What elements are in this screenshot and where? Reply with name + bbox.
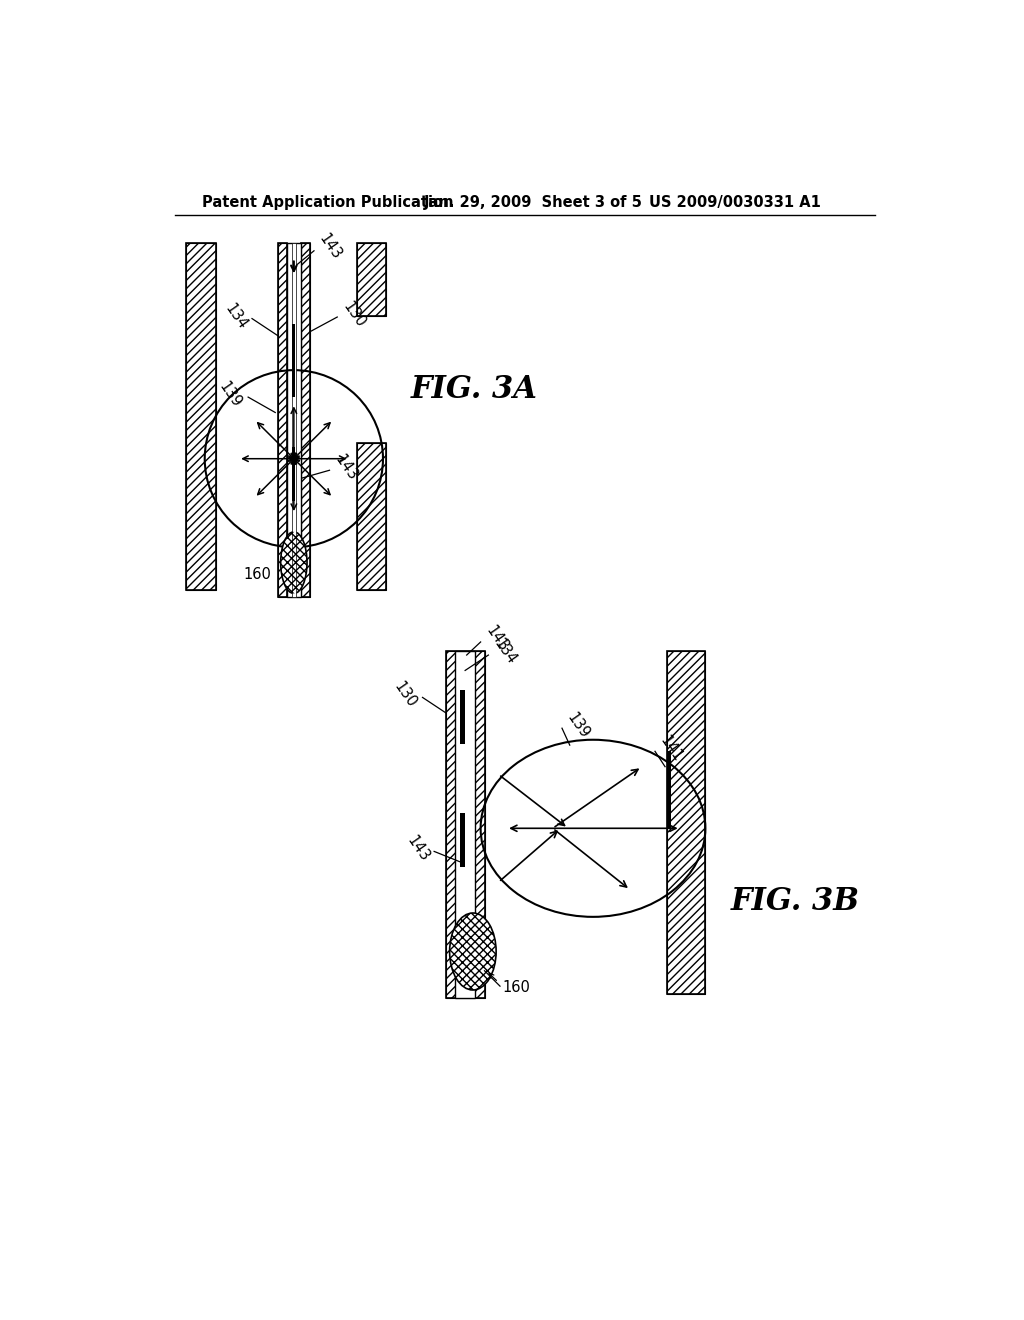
Bar xyxy=(455,651,475,998)
Bar xyxy=(667,651,706,994)
Bar xyxy=(186,243,216,590)
Text: 139: 139 xyxy=(563,710,592,742)
Bar xyxy=(356,444,386,590)
Ellipse shape xyxy=(450,913,496,990)
Bar xyxy=(356,243,386,317)
Bar xyxy=(356,444,386,590)
Text: 130: 130 xyxy=(340,300,368,330)
Text: 143: 143 xyxy=(332,453,360,483)
Text: 139: 139 xyxy=(216,379,245,411)
Text: 160: 160 xyxy=(503,981,530,995)
Text: US 2009/0030331 A1: US 2009/0030331 A1 xyxy=(649,195,820,210)
Text: Patent Application Publication: Patent Application Publication xyxy=(202,195,454,210)
Bar xyxy=(292,447,295,502)
Bar xyxy=(667,651,706,994)
Bar xyxy=(445,651,484,998)
Text: 143: 143 xyxy=(316,231,344,263)
Text: 143: 143 xyxy=(403,833,432,865)
Text: FIG. 3A: FIG. 3A xyxy=(411,374,538,405)
Bar xyxy=(356,243,386,317)
Text: 134: 134 xyxy=(221,301,250,331)
Bar xyxy=(287,243,301,598)
Bar xyxy=(445,651,484,998)
Bar xyxy=(292,323,295,397)
Text: 160: 160 xyxy=(244,566,271,582)
Bar xyxy=(301,243,310,598)
Text: 141: 141 xyxy=(656,734,685,764)
Bar xyxy=(292,243,296,598)
Text: Jan. 29, 2009  Sheet 3 of 5: Jan. 29, 2009 Sheet 3 of 5 xyxy=(424,195,643,210)
Text: 134: 134 xyxy=(490,636,519,668)
Text: FIG. 3B: FIG. 3B xyxy=(731,886,860,917)
Text: 143: 143 xyxy=(483,623,511,655)
Bar xyxy=(667,751,671,829)
Bar xyxy=(278,243,287,598)
Bar xyxy=(186,243,216,590)
Bar xyxy=(301,243,310,598)
Bar xyxy=(461,690,465,743)
Bar xyxy=(278,243,287,598)
Text: 130: 130 xyxy=(391,680,420,710)
Bar xyxy=(461,813,465,867)
Ellipse shape xyxy=(281,532,307,594)
